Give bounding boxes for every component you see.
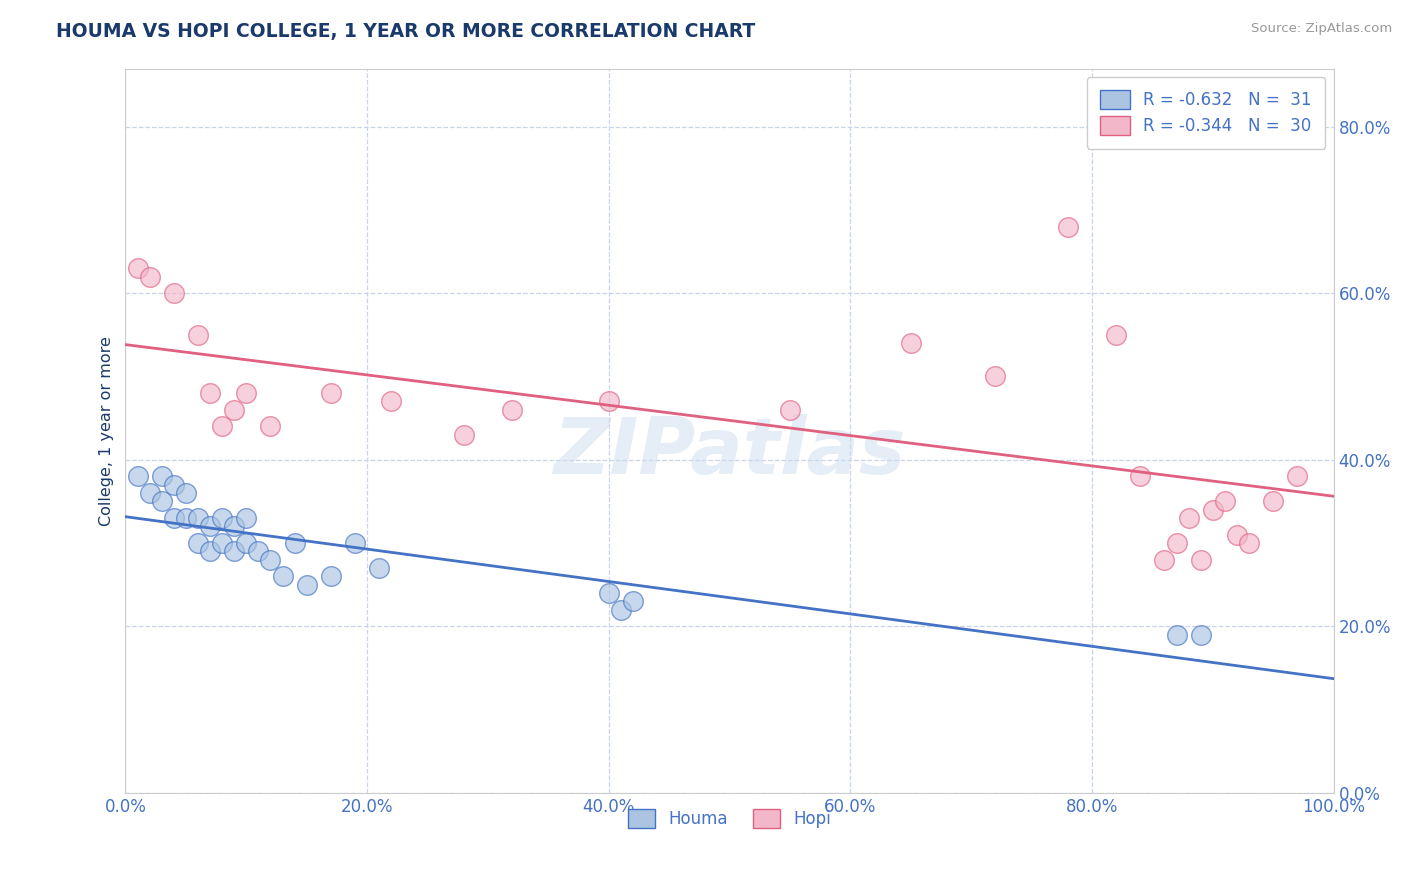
Point [235, 511, 257, 525]
Point [1129, 469, 1152, 483]
Point [224, 544, 246, 558]
Point [1189, 627, 1212, 641]
Point [138, 269, 160, 284]
Point [211, 511, 233, 525]
Point [247, 544, 270, 558]
Point [598, 586, 620, 600]
Point [187, 536, 209, 550]
Point [150, 469, 173, 483]
Text: Source: ZipAtlas.com: Source: ZipAtlas.com [1251, 22, 1392, 36]
Point [621, 594, 644, 608]
Point [271, 569, 294, 583]
Legend: Houma, Hopi: Houma, Hopi [621, 803, 838, 835]
Point [1166, 627, 1188, 641]
Point [1286, 469, 1309, 483]
Point [1202, 502, 1225, 516]
Point [235, 536, 257, 550]
Point [1056, 219, 1078, 234]
Point [163, 511, 186, 525]
Point [610, 602, 633, 616]
Point [211, 536, 233, 550]
Point [163, 286, 186, 301]
Point [198, 519, 221, 533]
Point [295, 577, 318, 591]
Point [174, 486, 197, 500]
Point [1263, 494, 1285, 508]
Point [1189, 552, 1212, 566]
Point [198, 544, 221, 558]
Point [319, 386, 342, 401]
Point [984, 369, 1007, 384]
Point [779, 402, 801, 417]
Point [224, 519, 246, 533]
Point [1226, 527, 1249, 541]
Point [127, 261, 149, 276]
Point [598, 394, 620, 409]
Point [319, 569, 342, 583]
Point [198, 386, 221, 401]
Point [344, 536, 367, 550]
Text: ZIPatlas: ZIPatlas [554, 414, 905, 491]
Point [284, 536, 307, 550]
Point [1177, 511, 1199, 525]
Point [187, 511, 209, 525]
Y-axis label: College, 1 year or more: College, 1 year or more [100, 335, 114, 525]
Point [259, 552, 281, 566]
Point [380, 394, 402, 409]
Point [163, 477, 186, 491]
Point [259, 419, 281, 434]
Point [1166, 536, 1188, 550]
Point [1105, 327, 1128, 342]
Point [453, 427, 475, 442]
Point [187, 327, 209, 342]
Point [1213, 494, 1236, 508]
Point [211, 419, 233, 434]
Point [368, 561, 391, 575]
Point [1237, 536, 1260, 550]
Text: HOUMA VS HOPI COLLEGE, 1 YEAR OR MORE CORRELATION CHART: HOUMA VS HOPI COLLEGE, 1 YEAR OR MORE CO… [56, 22, 755, 41]
Point [150, 494, 173, 508]
Point [127, 469, 149, 483]
Point [501, 402, 523, 417]
Point [900, 336, 922, 351]
Point [224, 402, 246, 417]
Point [1153, 552, 1175, 566]
Point [174, 511, 197, 525]
Point [138, 486, 160, 500]
Point [235, 386, 257, 401]
